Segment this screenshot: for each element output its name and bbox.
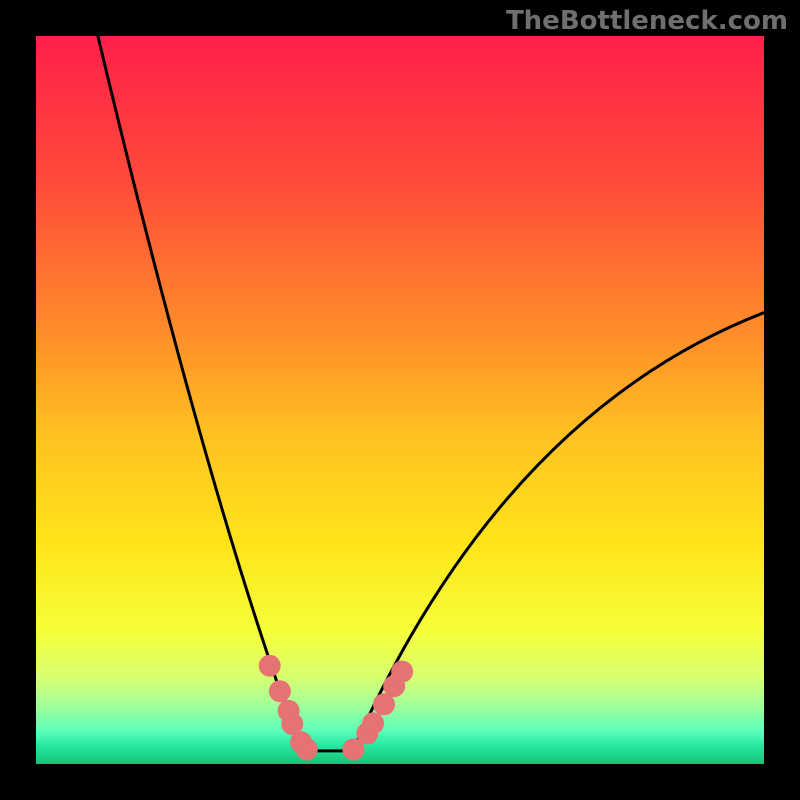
data-marker [269, 680, 291, 702]
data-marker [391, 661, 413, 683]
watermark-text: TheBottleneck.com [506, 6, 788, 36]
data-marker [259, 655, 281, 677]
data-marker [296, 738, 318, 760]
plot-svg [36, 36, 764, 764]
plot-area [36, 36, 764, 764]
data-marker [362, 712, 384, 734]
